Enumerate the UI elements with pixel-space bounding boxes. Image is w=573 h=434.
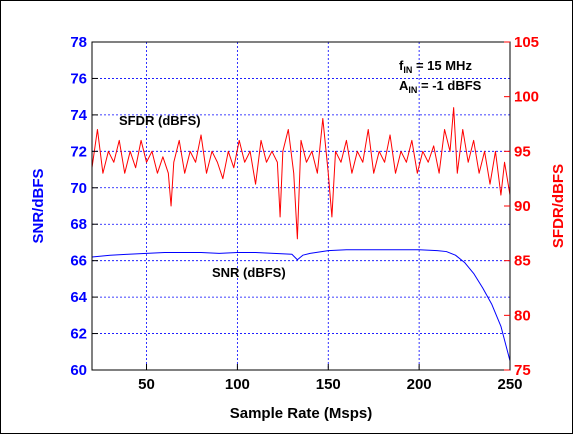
left-tick-label: 64 [70,289,87,306]
sfdr-series-line [91,107,511,240]
snr-series-label: SNR (dBFS) [212,265,286,280]
right-axis-ticks: 75 80 85 90 95 100 105 [504,34,539,379]
right-tick-label: 105 [514,34,539,51]
snr-series-line [91,249,511,362]
right-tick-label: 85 [514,253,531,270]
left-tick-label: 78 [70,34,87,51]
x-tick-label: 100 [225,376,250,393]
right-tick-label: 80 [514,307,531,324]
annotation-box: fIN = 15 MHz AIN = -1 dBFS [399,58,482,95]
left-tick-label: 60 [70,362,87,379]
left-axis-ticks: 60 62 64 66 68 70 72 74 76 78 [70,34,98,379]
left-tick-label: 68 [70,216,87,233]
sfdr-series-label: SFDR (dBFS) [119,113,201,128]
right-tick-label: 75 [514,362,531,379]
right-tick-label: 90 [514,198,531,215]
left-axis-title: SNR/dBFS [30,169,47,244]
right-tick-label: 100 [514,89,539,106]
plot-area [92,42,510,370]
annotation-fin: fIN = 15 MHz [399,58,472,75]
left-tick-label: 66 [70,253,87,270]
left-tick-label: 74 [70,107,87,124]
right-axis-title: SFDR/dBFS [550,164,567,248]
x-tick-label: 200 [407,376,432,393]
left-tick-label: 70 [70,180,87,197]
left-tick-label: 62 [70,326,87,343]
x-axis-title: Sample Rate (Msps) [230,405,373,422]
left-tick-label: 76 [70,70,87,87]
left-tick-label: 72 [70,143,87,160]
x-tick-label: 50 [138,376,155,393]
annotation-ain: AIN = -1 dBFS [399,78,482,95]
x-tick-label: 150 [316,376,341,393]
right-tick-label: 95 [514,143,531,160]
x-tick-label: 250 [497,376,522,393]
series-layer [91,107,511,362]
x-axis-ticks: 50 100 150 200 250 [138,364,523,393]
